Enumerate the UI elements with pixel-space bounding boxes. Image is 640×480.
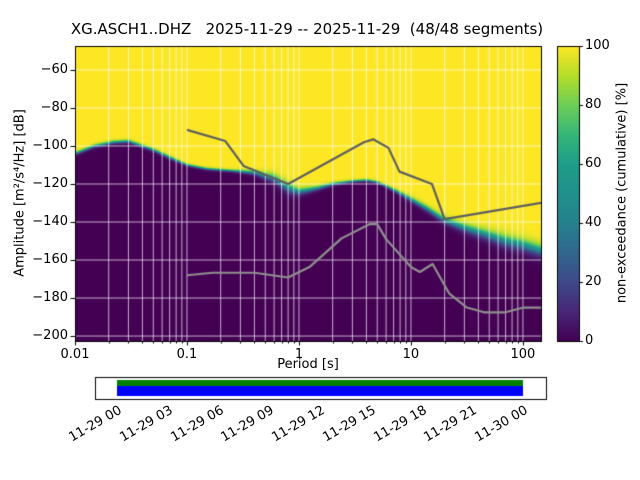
y-tick-label: −120 (32, 175, 68, 191)
colorbar-tick-label: 80 (585, 97, 602, 112)
y-tick-label: −60 (40, 61, 68, 77)
x-tick-label: 100 (510, 347, 536, 362)
plot-title: XG.ASCH1..DHZ 2025-11-29 -- 2025-11-29 (… (70, 20, 544, 38)
y-tick-label: −100 (32, 137, 68, 153)
x-tick-label: 10 (402, 347, 420, 362)
colorbar-tick-label: 40 (585, 215, 602, 230)
y-tick-label: −160 (32, 252, 68, 268)
x-tick-label: 0.1 (176, 347, 198, 362)
y-tick-label: −200 (32, 328, 68, 344)
colorbar-tick-label: 20 (585, 274, 602, 289)
colorbar-tick-label: 60 (585, 156, 602, 171)
colorbar-tick-label: 0 (585, 333, 594, 348)
y-tick-label: −80 (40, 99, 68, 115)
x-tick-label: 1 (294, 347, 304, 362)
y-tick-label: −180 (32, 290, 68, 306)
colorbar-tick-label: 100 (585, 38, 610, 53)
x-axis-label: Period [s] (277, 357, 339, 372)
y-tick-label: −140 (32, 214, 68, 229)
colorbar-label: non-exceedance (cumulative) [%] (614, 82, 630, 304)
x-tick-label: 0.01 (60, 347, 90, 362)
